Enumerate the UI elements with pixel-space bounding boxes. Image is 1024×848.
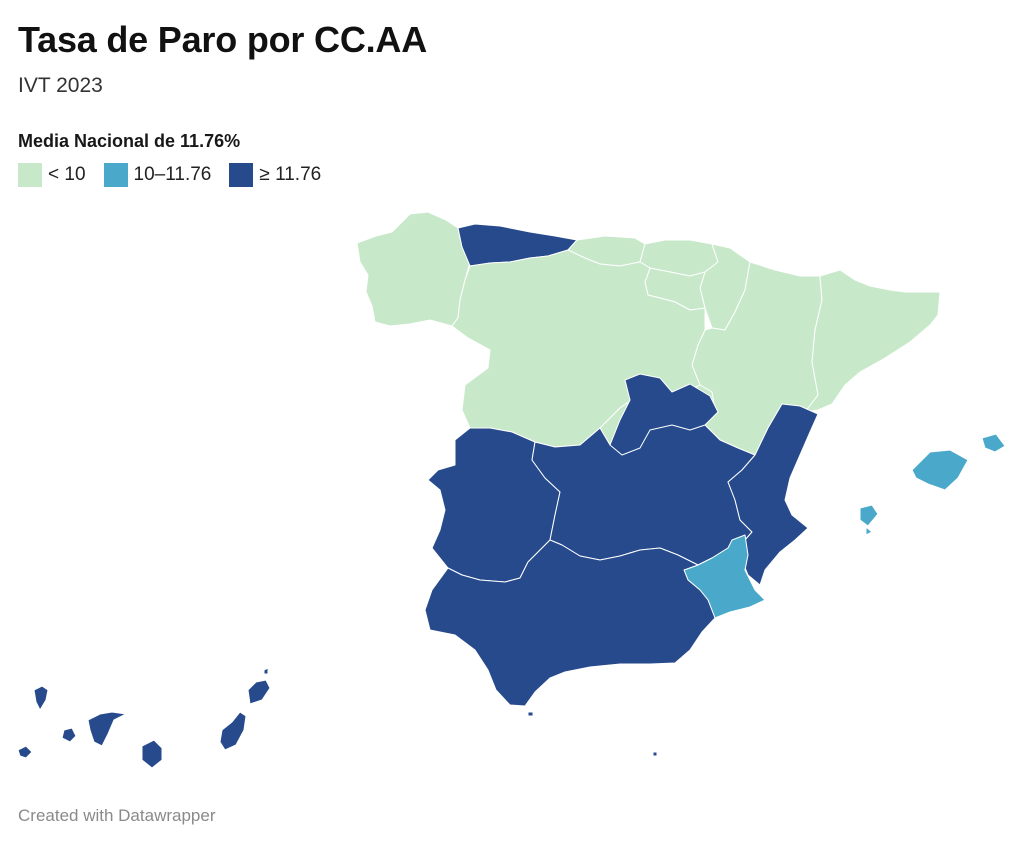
region-baleares[interactable] — [859, 433, 1006, 536]
legend-items: < 10 10–11.76 ≥ 11.76 — [18, 163, 339, 187]
legend-swatch-high — [229, 163, 254, 187]
chart-subtitle: IVT 2023 — [18, 74, 103, 97]
region-melilla[interactable] — [652, 751, 658, 757]
legend-swatch-low — [18, 163, 42, 187]
legend-title: Media Nacional de 11.76% — [18, 131, 241, 151]
spain-choropleth-map — [17, 211, 1006, 769]
legend-item-low: < 10 — [18, 163, 86, 187]
region-canarias[interactable] — [17, 667, 271, 769]
legend-swatch-mid — [103, 163, 128, 187]
region-comunidad-valenciana[interactable] — [727, 403, 819, 586]
datawrapper-credit: Created with Datawrapper — [18, 806, 216, 825]
region-andalucia[interactable] — [424, 539, 716, 707]
region-galicia[interactable] — [356, 211, 471, 327]
legend-label-mid: 10–11.76 — [133, 164, 212, 185]
legend-item-mid: 10–11.76 — [103, 163, 212, 187]
chart-title: Tasa de Paro por CC.AA — [18, 19, 428, 60]
legend-label-high: ≥ 11.76 — [259, 164, 322, 185]
region-cataluna[interactable] — [804, 269, 941, 413]
region-ceuta[interactable] — [527, 711, 534, 717]
legend-item-high: ≥ 11.76 — [229, 163, 321, 187]
chart-header: Tasa de Paro por CC.AA IVT 2023 — [18, 18, 998, 100]
legend: Media Nacional de 11.76% < 10 10–11.76 ≥… — [18, 130, 339, 187]
legend-label-low: < 10 — [48, 164, 86, 185]
